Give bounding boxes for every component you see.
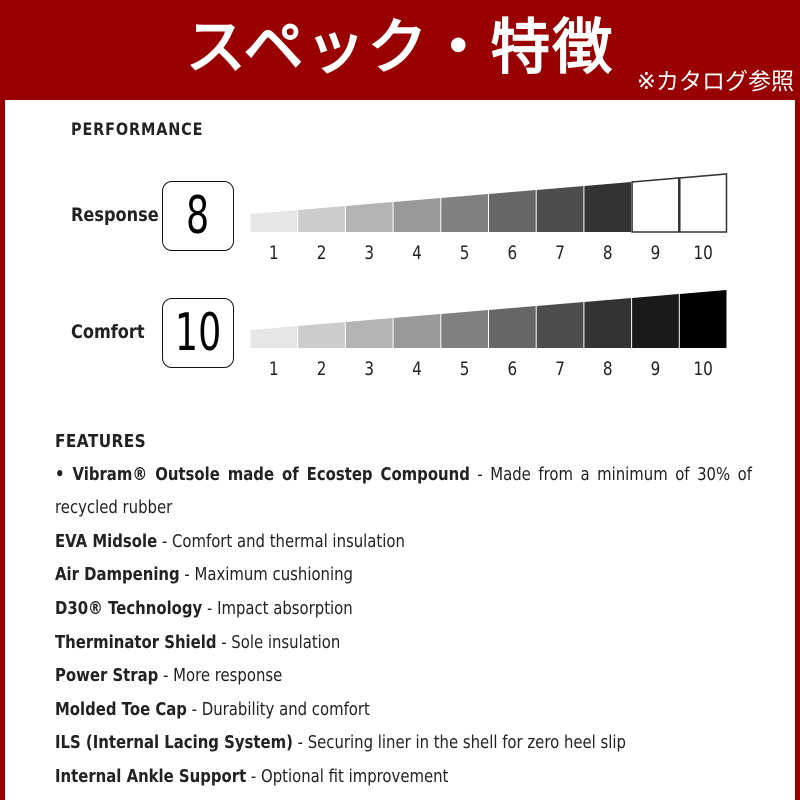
comfort-tick-label: 6: [508, 358, 518, 380]
comfort-label: Comfort: [71, 321, 145, 343]
performance-heading: PERFORMANCE: [71, 120, 204, 140]
response-tick-label: 6: [508, 242, 518, 264]
response-segment-4: [393, 198, 441, 232]
response-tick-label: 4: [412, 242, 422, 264]
feature-name: Air Dampening: [55, 565, 180, 586]
response-tick-label: 1: [269, 242, 279, 264]
feature-description: - Optional fit improvement: [246, 766, 449, 787]
feature-item: Molded Toe Cap - Durability and comfort: [55, 694, 752, 728]
response-segment-10: [679, 173, 728, 233]
comfort-score-box: 10: [162, 298, 234, 368]
feature-name: Power Strap: [55, 666, 159, 687]
comfort-segment-2: [298, 322, 345, 348]
feature-item: EVA Midsole - Comfort and thermal insula…: [55, 526, 752, 560]
features-heading: FEATURES: [55, 431, 147, 452]
response-tick-label: 10: [693, 242, 712, 264]
feature-name: D30® Technology: [55, 598, 203, 619]
comfort-tick-label: 10: [693, 358, 712, 380]
response-label: Response: [71, 204, 159, 226]
feature-name: EVA Midsole: [55, 531, 158, 552]
comfort-tick-label: 9: [651, 358, 661, 380]
response-segment-3: [345, 202, 393, 232]
features-section: FEATURES • Vibram® Outsole made of Ecost…: [55, 425, 752, 795]
feature-description: - Sole insulation: [216, 632, 341, 653]
response-segment-6: [489, 190, 536, 232]
spec-panel: PERFORMANCE Response 8 Comfort 10 1 2 3 4 5 6…: [5, 100, 795, 800]
comfort-tick-label: 5: [460, 358, 470, 380]
performance-scales: 1 2 3 4 5 6 7 8 9 10 1 2 3 4 5 6 7 8 9 10: [250, 173, 728, 381]
comfort-segment-7: [536, 302, 584, 348]
feature-description: - Maximum cushioning: [179, 565, 353, 586]
response-segment-9: [631, 177, 680, 233]
comfort-tick-label: 3: [364, 358, 374, 380]
comfort-segment-6: [489, 306, 536, 348]
response-segment-2: [298, 206, 345, 232]
response-score-box: 8: [162, 181, 234, 251]
comfort-segment-10: [679, 290, 727, 348]
feature-description: - Made from a minimum of 30% of recycled…: [55, 464, 752, 519]
response-segment-7: [536, 186, 584, 232]
feature-name: Molded Toe Cap: [55, 699, 187, 720]
feature-item: Therminator Shield - Sole insulation: [55, 627, 752, 661]
comfort-tick-label: 2: [317, 358, 327, 380]
response-tick-label: 5: [460, 242, 470, 264]
feature-item: • Vibram® Outsole made of Ecostep Compou…: [55, 459, 752, 526]
response-segment-5: [441, 194, 488, 232]
response-score: 8: [186, 186, 210, 246]
response-tick-label: 2: [317, 242, 327, 264]
feature-item: Internal Ankle Support - Optional fit im…: [55, 761, 752, 795]
page-title: スペック・特徴: [185, 13, 615, 83]
feature-description: - Impact absorption: [202, 598, 353, 619]
feature-item: ILS (Internal Lacing System) - Securing …: [55, 727, 752, 761]
comfort-score: 10: [174, 303, 222, 363]
response-tick-label: 8: [603, 242, 613, 264]
comfort-segment-4: [393, 314, 441, 348]
feature-name: • Vibram® Outsole made of Ecostep Compou…: [55, 464, 470, 485]
comfort-segment-9: [632, 294, 679, 348]
catalog-note: ※カタログ参照: [636, 69, 794, 95]
comfort-tick-label: 4: [412, 358, 422, 380]
comfort-segment-5: [441, 310, 488, 348]
feature-item: Power Strap - More response: [55, 660, 752, 694]
feature-description: - More response: [158, 666, 283, 687]
feature-description: - Comfort and thermal insulation: [157, 531, 405, 552]
feature-item: Air Dampening - Maximum cushioning: [55, 559, 752, 593]
comfort-segment-1: [250, 326, 298, 348]
feature-description: - Securing liner in the shell for zero h…: [292, 733, 627, 754]
response-tick-label: 3: [364, 242, 374, 264]
comfort-tick-label: 8: [603, 358, 613, 380]
comfort-tick-label: 7: [555, 358, 565, 380]
comfort-tick-label: 1: [269, 358, 279, 380]
feature-name: ILS (Internal Lacing System): [55, 733, 293, 754]
feature-name: Therminator Shield: [55, 632, 217, 653]
response-segment-1: [250, 210, 298, 232]
feature-name: Internal Ankle Support: [55, 766, 247, 787]
comfort-segment-8: [584, 298, 632, 348]
response-tick-label: 9: [651, 242, 661, 264]
response-tick-label: 7: [555, 242, 565, 264]
feature-description: - Durability and comfort: [186, 699, 370, 720]
features-list: • Vibram® Outsole made of Ecostep Compou…: [55, 459, 752, 795]
feature-item: D30® Technology - Impact absorption: [55, 593, 752, 627]
response-segment-8: [584, 182, 632, 232]
comfort-segment-3: [345, 318, 393, 348]
